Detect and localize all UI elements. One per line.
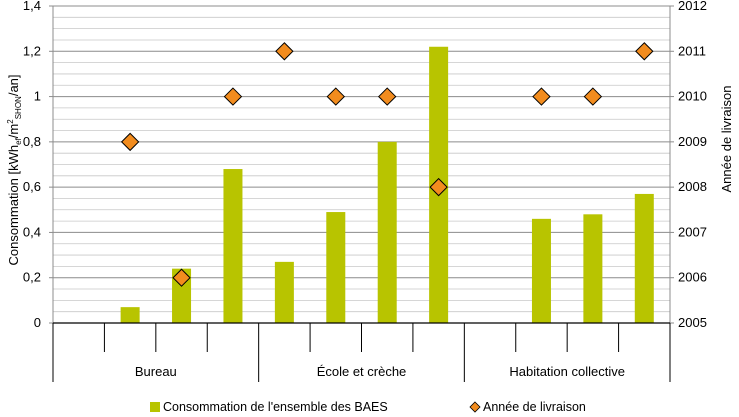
category-labels: Bureau École et crèche Habitation collecti… — [135, 364, 625, 379]
axes — [49, 5, 674, 382]
marker — [429, 177, 448, 197]
y-tick-label: 0,8 — [23, 134, 41, 149]
marker — [635, 42, 654, 61]
y-tick-label: 0,6 — [23, 179, 41, 194]
y2-tick-label: 2009 — [678, 134, 707, 149]
legend-swatch-marker — [469, 401, 481, 413]
category-label: École et crèche — [317, 364, 407, 379]
y-tick-label: 0,4 — [23, 224, 41, 239]
y-tick-label: 0,2 — [23, 270, 41, 285]
legend-label-marker: Année de livraison — [483, 400, 586, 414]
marker — [326, 87, 345, 106]
y-tick-label: 1 — [34, 89, 41, 104]
y2-tick-label: 2008 — [678, 179, 707, 194]
y-tick-label: 1,4 — [23, 0, 41, 13]
bar — [223, 169, 243, 323]
y-axis-title: Consommation [kWhef/m2SHON/an] — [6, 74, 23, 265]
bar — [172, 268, 192, 323]
marker — [275, 42, 294, 61]
gridlines — [53, 5, 670, 324]
y2-tick-label: 2007 — [678, 224, 707, 239]
legend-label-bar: Consommation de l'ensemble des BAES — [163, 400, 388, 414]
legend: Consommation de l'ensemble des BAES Anné… — [150, 400, 586, 414]
marker — [120, 132, 140, 152]
markers — [120, 42, 654, 287]
marker — [583, 87, 603, 106]
bar — [531, 218, 551, 323]
bar — [120, 307, 140, 323]
y2-tick-label: 2006 — [678, 270, 707, 285]
category-label: Habitation collective — [509, 364, 625, 379]
tick-labels: 0 0,2 0,4 0,6 0,8 1 1,2 1,4 2005 2006 2007 2008 2009… — [23, 0, 707, 330]
category-label: Bureau — [135, 364, 177, 379]
marker — [223, 87, 243, 106]
bar — [583, 214, 603, 323]
y2-tick-label: 2005 — [678, 315, 707, 330]
marker — [378, 87, 397, 106]
y2-axis-title: Année de livraison — [719, 86, 734, 193]
y2-tick-label: 2012 — [678, 0, 707, 13]
bar — [326, 212, 346, 323]
y2-tick-label: 2010 — [678, 89, 707, 104]
marker — [532, 87, 551, 106]
bar — [377, 141, 397, 323]
legend-swatch-bar — [150, 402, 160, 412]
bar — [274, 261, 294, 323]
marker — [172, 268, 191, 287]
bar — [634, 193, 654, 323]
y2-tick-label: 2011 — [678, 43, 706, 58]
y-tick-label: 0 — [34, 315, 41, 330]
y-tick-label: 1,2 — [23, 43, 41, 58]
